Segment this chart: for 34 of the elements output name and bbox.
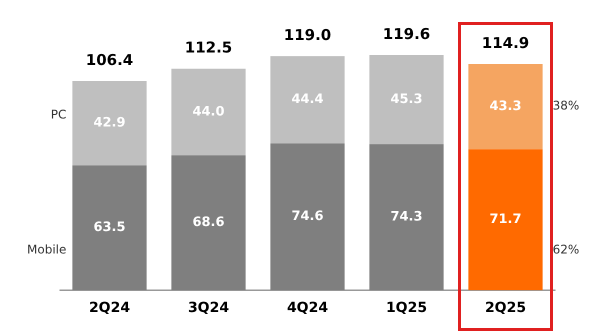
series-label: Mobile bbox=[27, 242, 66, 256]
x-tick-label: 3Q24 bbox=[188, 300, 230, 316]
data-label: 44.4 bbox=[291, 92, 324, 108]
total-label: 119.6 bbox=[382, 24, 430, 43]
data-label: 71.7 bbox=[489, 212, 522, 228]
bar bbox=[369, 55, 444, 144]
data-label: 42.9 bbox=[93, 116, 126, 131]
x-tick-label: 1Q25 bbox=[386, 300, 428, 316]
data-label: 74.6 bbox=[291, 209, 324, 224]
bar bbox=[468, 149, 543, 290]
bar bbox=[171, 68, 246, 156]
total-label: 114.9 bbox=[482, 34, 530, 52]
data-label: 45.3 bbox=[390, 92, 423, 107]
bar bbox=[468, 64, 543, 150]
data-label: 63.5 bbox=[93, 220, 126, 236]
x-tick-label: 4Q24 bbox=[286, 300, 328, 316]
total-label: 106.4 bbox=[86, 50, 134, 69]
bar bbox=[369, 144, 444, 290]
bar bbox=[270, 143, 345, 290]
bar bbox=[72, 165, 147, 290]
total-label: 112.5 bbox=[184, 38, 232, 57]
x-tick-label: 2Q24 bbox=[88, 300, 130, 316]
annotation: 38% bbox=[552, 98, 580, 113]
bar bbox=[270, 56, 345, 144]
total-label: 119.0 bbox=[284, 26, 332, 44]
data-label: 44.0 bbox=[192, 104, 225, 120]
bar bbox=[72, 80, 147, 166]
data-label: 74.3 bbox=[390, 210, 423, 225]
series-label: PC bbox=[50, 107, 66, 122]
data-label: 43.3 bbox=[489, 98, 522, 114]
x-tick-label: 2Q25 bbox=[484, 300, 526, 316]
bar bbox=[171, 155, 246, 290]
data-label: 68.6 bbox=[192, 215, 225, 230]
annotation: 62% bbox=[552, 242, 580, 256]
